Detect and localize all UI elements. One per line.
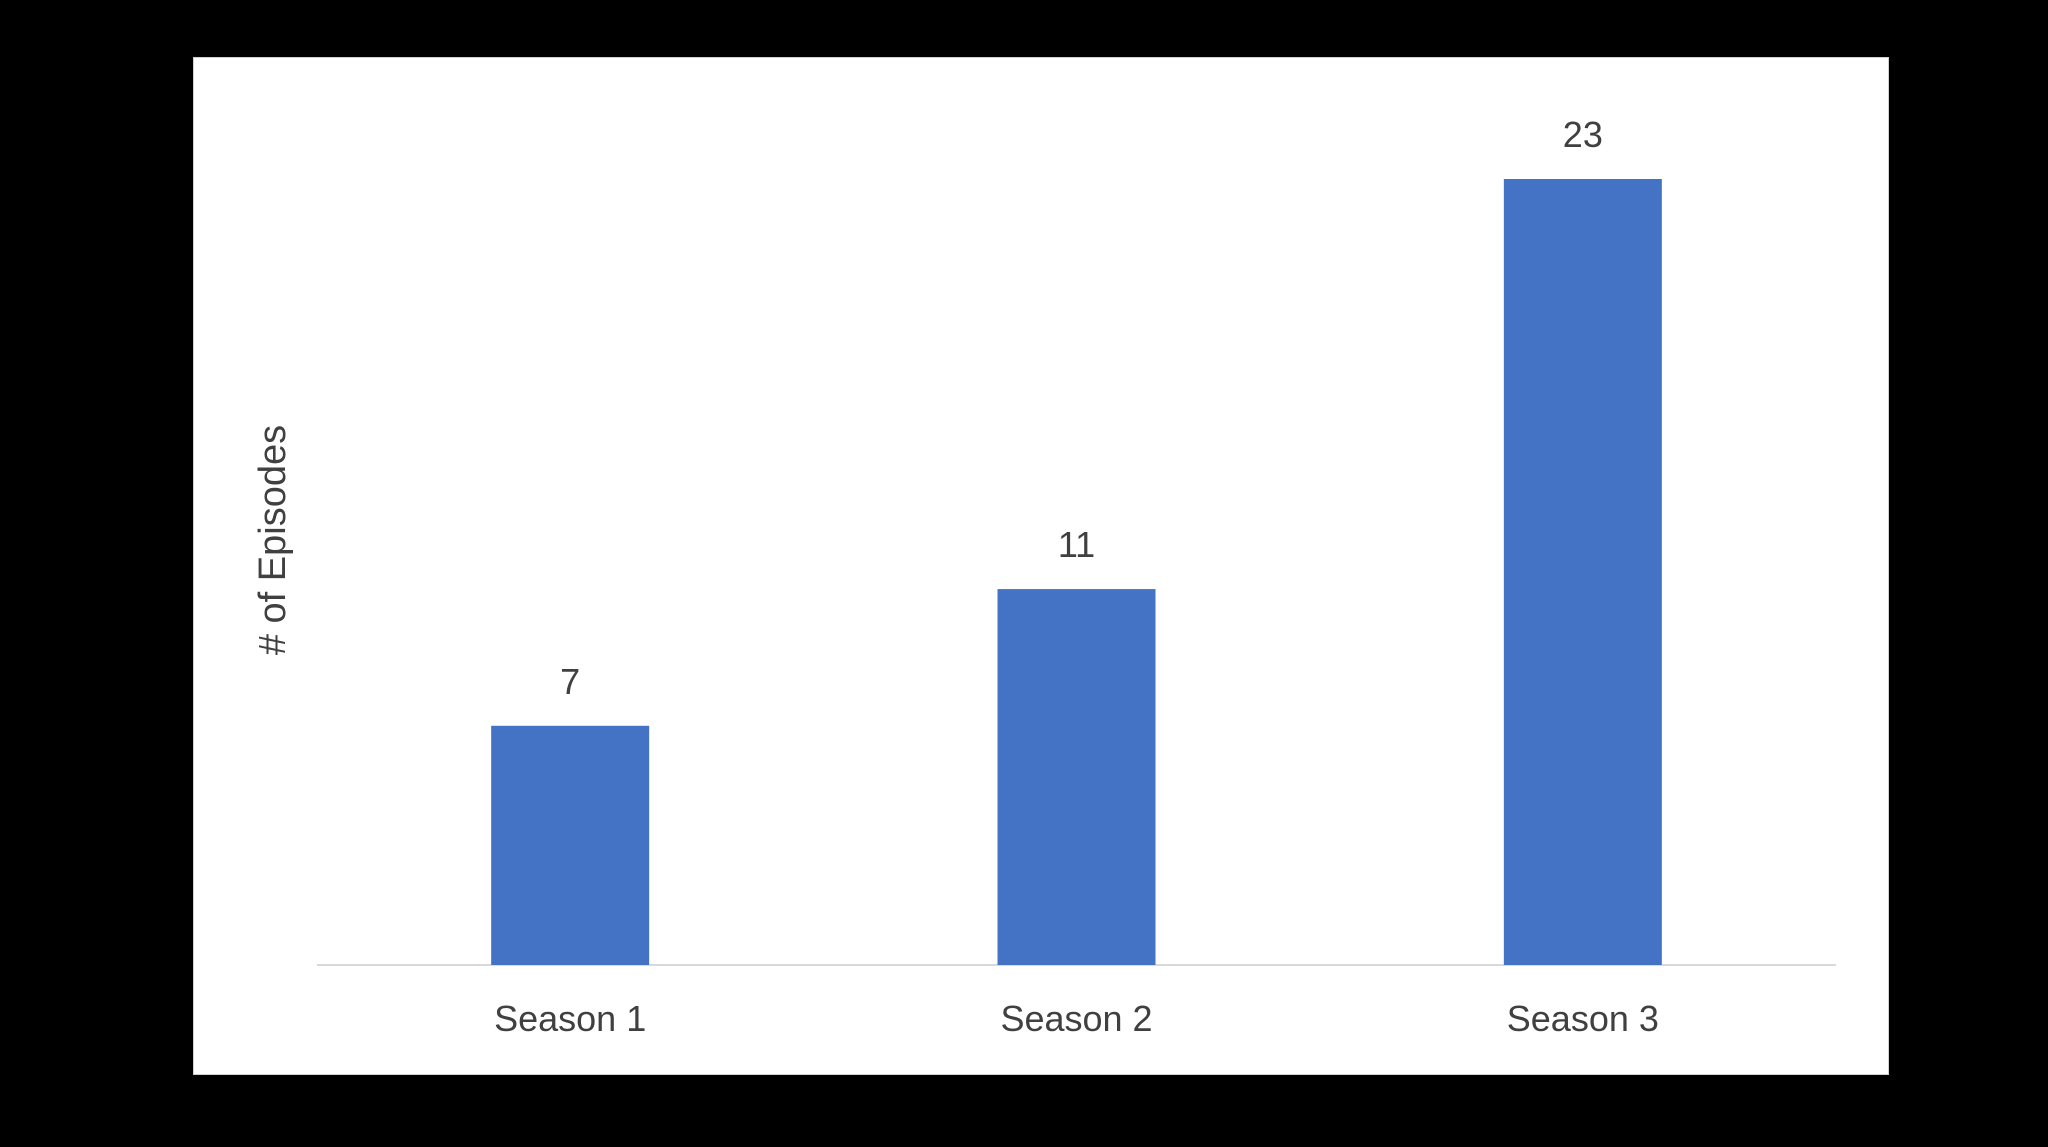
y-axis-label: # of Episodes — [252, 425, 294, 655]
bar-1 — [491, 725, 650, 965]
x-tick-label-2: Season 2 — [1000, 998, 1152, 1039]
x-tick-label-3: Season 3 — [1507, 998, 1659, 1039]
data-label-3: 23 — [1563, 114, 1603, 155]
bar-2 — [997, 589, 1156, 965]
x-tick-label-1: Season 1 — [494, 998, 646, 1039]
bars-group: 7 Season 1 11 Season 2 23 Season 3 — [491, 114, 1662, 1039]
bar-3 — [1503, 179, 1662, 965]
data-label-1: 7 — [560, 661, 580, 702]
data-label-2: 11 — [1058, 524, 1095, 565]
